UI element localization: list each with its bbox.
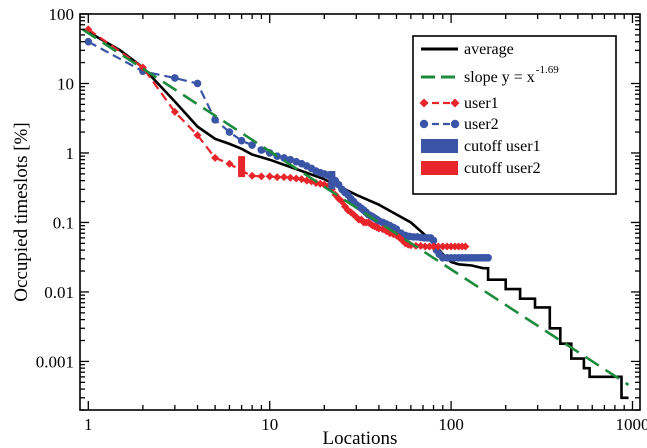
user1-point <box>434 242 443 251</box>
y-tick-label: 100 <box>49 5 75 24</box>
x-axis-label: Locations <box>323 428 398 448</box>
legend-marker <box>450 98 460 108</box>
legend-label: user2 <box>464 116 499 133</box>
plot-area <box>81 25 630 400</box>
user1-point <box>443 242 452 251</box>
legend-label: cutoff user1 <box>464 138 541 155</box>
user2-point <box>237 136 246 145</box>
user1-point <box>421 242 430 251</box>
legend-marker <box>450 119 460 129</box>
x-tick-label: 1 <box>84 415 93 434</box>
legend-swatch <box>421 161 458 175</box>
user2-point <box>280 154 288 162</box>
user1-point <box>273 173 282 182</box>
legend-label: user1 <box>464 95 499 112</box>
cutoff-bar <box>328 171 336 190</box>
legend-marker <box>419 98 429 108</box>
y-tick-label: 1 <box>66 144 75 163</box>
series-slope-line <box>81 28 630 386</box>
user1-point <box>225 159 234 168</box>
y-tick-label: 10 <box>57 74 74 93</box>
user2-point <box>286 155 295 164</box>
axis-ticks <box>80 13 640 411</box>
axis-tick-labels: 1 10 100 1000 100 10 1 0.1 0.01 0.001 <box>36 5 647 434</box>
x-tick-label: 1000 <box>615 415 647 434</box>
user1-point <box>193 131 202 140</box>
y-tick-label: 0.1 <box>53 213 74 232</box>
user2-point <box>193 79 202 88</box>
user2-point <box>84 37 93 46</box>
user2-point <box>248 141 256 149</box>
legend-label: cutoff user2 <box>464 160 541 177</box>
user1-point <box>170 107 179 116</box>
user2-point <box>429 236 438 245</box>
series-average-line <box>87 30 629 400</box>
user1-point <box>302 176 311 185</box>
user1-point <box>265 172 274 181</box>
series-user1-line <box>87 28 466 248</box>
user2-point <box>211 116 219 124</box>
user1-point <box>438 242 447 251</box>
user1-point <box>286 173 295 182</box>
legend-swatch <box>421 139 458 153</box>
legend-label: average <box>464 41 514 58</box>
user1-point <box>461 242 470 251</box>
legend-marker <box>419 119 429 129</box>
user1-point <box>292 174 301 183</box>
plot-frame <box>79 13 641 411</box>
user1-point <box>425 242 434 251</box>
user1-point <box>211 153 220 162</box>
user1-point <box>280 173 289 182</box>
cutoff-bar <box>238 156 246 178</box>
user1-point <box>248 171 257 180</box>
x-tick-label: 10 <box>261 415 278 434</box>
user1-point <box>257 172 266 181</box>
user2-point <box>225 128 234 136</box>
user2-point <box>171 74 179 82</box>
y-axis-label: Occupied timeslots [%] <box>11 122 32 301</box>
x-tick-label: 100 <box>438 415 464 434</box>
user1-point <box>429 242 438 251</box>
y-tick-label: 0.001 <box>36 352 74 371</box>
user2-point <box>484 254 492 262</box>
y-tick-label: 0.01 <box>44 283 74 302</box>
